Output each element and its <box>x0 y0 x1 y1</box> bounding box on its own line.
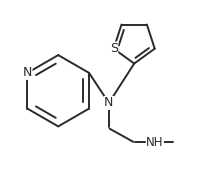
Text: N: N <box>23 66 32 79</box>
Text: N: N <box>104 96 114 109</box>
Text: S: S <box>110 42 118 55</box>
Text: NH: NH <box>146 136 163 149</box>
